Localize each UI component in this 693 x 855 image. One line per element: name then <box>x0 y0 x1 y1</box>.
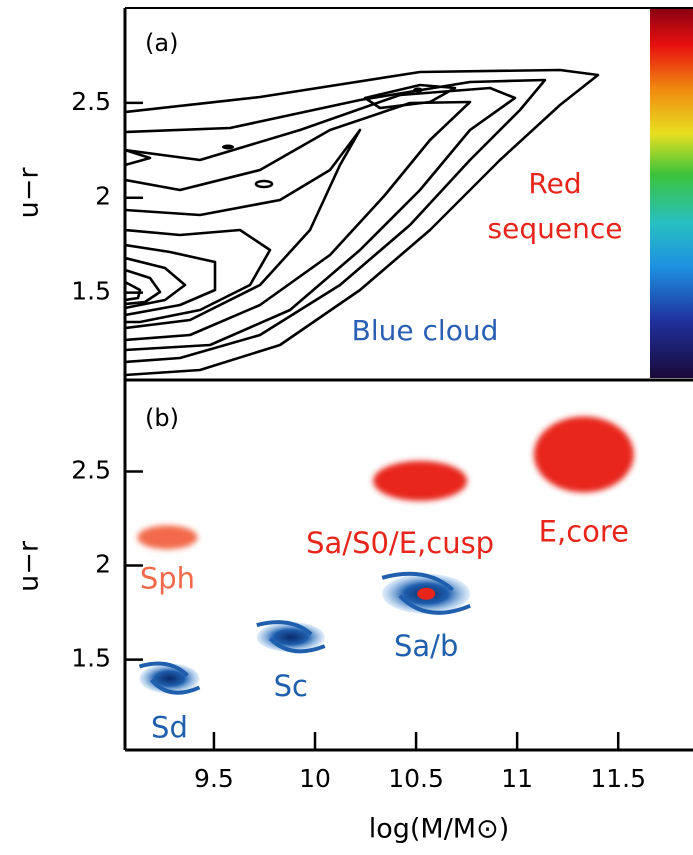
y-tick-label: 1.5 <box>71 644 111 673</box>
annotation: Blue cloud <box>352 314 499 347</box>
panel-label: (a) <box>145 29 178 57</box>
point-label: Sc <box>274 669 308 703</box>
point-label: Sa/b <box>394 629 458 663</box>
x-tick-label: 11 <box>501 764 533 793</box>
x-tick-label: 10 <box>299 764 331 793</box>
y-axis-label: u−r <box>14 167 45 219</box>
galaxy-blob <box>534 417 634 493</box>
y-tick-label: 2 <box>95 182 111 211</box>
y-axis-label: u−r <box>14 540 45 592</box>
contour-line <box>125 130 360 328</box>
x-axis-label: log(M/M⊙) <box>369 814 510 845</box>
colorbar <box>650 8 693 378</box>
galaxy-bulge <box>417 588 435 600</box>
y-tick-label: 2.5 <box>71 455 111 484</box>
point-label: E,core <box>539 514 629 548</box>
annotation: Red <box>528 167 581 200</box>
x-tick-label: 9.5 <box>194 764 234 793</box>
galaxy-blob <box>373 461 467 501</box>
point-label: Sa/S0/E,cusp <box>306 526 494 560</box>
y-tick-label: 1.5 <box>71 277 111 306</box>
point-label: Sph <box>140 562 195 596</box>
contour-line <box>125 88 515 350</box>
annotation: sequence <box>488 212 623 245</box>
figure: 1.5 2 2.5 u−r (a) Red sequence Blue cloud 1.5 2 2.… <box>0 0 693 855</box>
y-tick-label: 2.5 <box>71 87 111 116</box>
galaxy-blob <box>137 525 197 549</box>
y-tick-label: 2 <box>95 550 111 579</box>
point-label: Sd <box>151 710 188 744</box>
contour-peak <box>222 145 234 150</box>
contour-peak <box>256 181 272 187</box>
x-tick-label: 10.5 <box>388 764 444 793</box>
contour-peak <box>413 88 423 93</box>
panel-label: (b) <box>145 404 179 432</box>
x-tick-label: 11.5 <box>590 764 646 793</box>
contour-line <box>125 282 140 300</box>
